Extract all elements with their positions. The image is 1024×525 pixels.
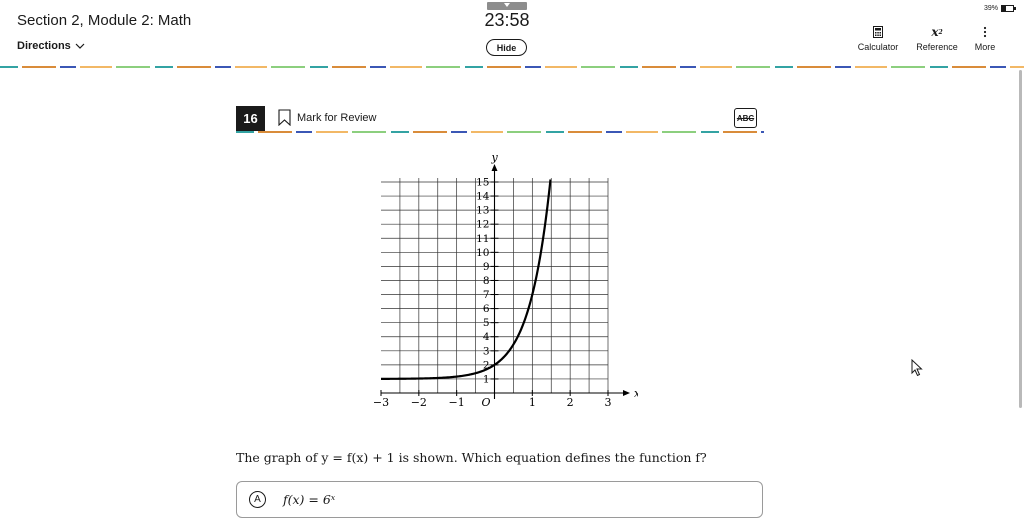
choice-letter-a: A bbox=[249, 491, 266, 508]
x-tick-label: 3 bbox=[605, 396, 612, 409]
mouse-cursor-icon bbox=[911, 359, 923, 377]
more-button[interactable]: More bbox=[966, 24, 1004, 52]
battery-icon bbox=[1001, 5, 1017, 12]
more-vertical-icon bbox=[983, 24, 987, 40]
answer-eliminator-button[interactable]: ABC bbox=[734, 108, 757, 128]
question-prompt: The graph of y = f(x) + 1 is shown. Whic… bbox=[236, 450, 707, 465]
calculator-label: Calculator bbox=[857, 42, 899, 52]
y-tick-label: 12 bbox=[476, 219, 489, 231]
x-axis-arrow bbox=[623, 390, 630, 396]
y-tick-label: 15 bbox=[476, 177, 489, 189]
mark-for-review-label: Mark for Review bbox=[297, 111, 377, 124]
reference-label: Reference bbox=[916, 42, 958, 52]
countdown-timer: 23:58 bbox=[484, 10, 530, 30]
y-tick-label: 8 bbox=[483, 275, 490, 287]
x-tick-label: −1 bbox=[449, 396, 465, 409]
choice-text-a: f(x) = 6ˣ bbox=[283, 492, 336, 507]
origin-label: O bbox=[482, 396, 491, 409]
x-tick-label: 1 bbox=[529, 396, 536, 409]
x-tick-label: −2 bbox=[411, 396, 427, 409]
page-scrollbar[interactable] bbox=[1019, 70, 1022, 408]
battery-status: 39% bbox=[984, 5, 1017, 12]
bookmark-icon bbox=[278, 109, 291, 126]
y-tick-label: 2 bbox=[483, 359, 490, 371]
header-divider bbox=[0, 66, 1024, 68]
calculator-icon bbox=[873, 24, 883, 40]
x-axis-label: x bbox=[634, 387, 638, 400]
y-tick-label: 9 bbox=[483, 261, 490, 273]
hide-timer-button[interactable]: Hide bbox=[486, 39, 527, 56]
y-axis-arrow bbox=[491, 164, 498, 171]
y-axis-label: y bbox=[491, 155, 499, 164]
directions-toggle[interactable]: Directions bbox=[17, 40, 85, 52]
y-tick-label: 11 bbox=[476, 233, 489, 245]
more-label: More bbox=[974, 42, 996, 52]
x-tick-label: 2 bbox=[567, 396, 574, 409]
mark-for-review-button[interactable]: Mark for Review bbox=[278, 109, 376, 126]
y-tick-label: 4 bbox=[483, 331, 490, 343]
y-tick-label: 7 bbox=[483, 289, 490, 301]
section-title: Section 2, Module 2: Math bbox=[17, 12, 192, 29]
y-tick-label: 14 bbox=[476, 191, 490, 203]
question-divider bbox=[236, 131, 764, 133]
function-curve bbox=[381, 179, 552, 380]
y-tick-label: 3 bbox=[483, 345, 490, 357]
y-tick-label: 1 bbox=[483, 373, 490, 385]
caret-down-icon bbox=[504, 3, 510, 7]
y-tick-label: 10 bbox=[476, 247, 489, 259]
y-tick-label: 5 bbox=[483, 317, 490, 329]
battery-percent: 39% bbox=[984, 5, 999, 12]
x-tick-label: −3 bbox=[373, 396, 389, 409]
answer-choice-a[interactable]: A f(x) = 6ˣ bbox=[236, 481, 763, 518]
timer-collapse-handle[interactable] bbox=[487, 2, 527, 10]
question-number: 16 bbox=[236, 106, 265, 131]
directions-label: Directions bbox=[17, 40, 71, 52]
calculator-button[interactable]: Calculator bbox=[852, 24, 904, 52]
y-tick-label: 13 bbox=[476, 205, 489, 217]
chevron-down-icon bbox=[75, 43, 85, 49]
y-tick-label: 6 bbox=[483, 303, 490, 315]
